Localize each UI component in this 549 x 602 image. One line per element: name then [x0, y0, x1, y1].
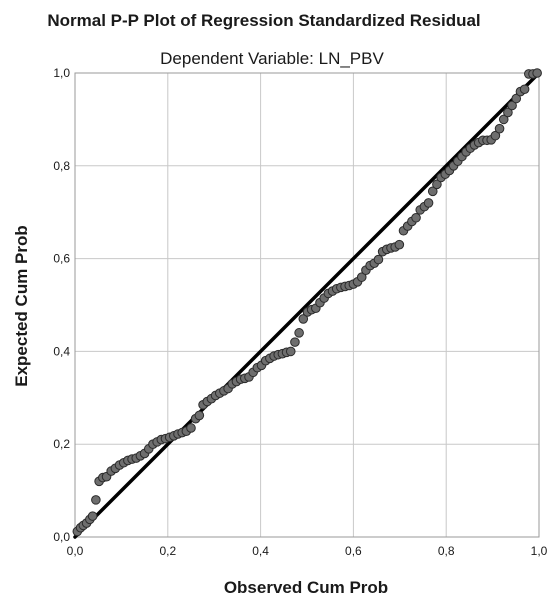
- data-point: [298, 314, 309, 324]
- data-point: [394, 239, 405, 250]
- axis-ticks: 0,0 0,2 0,4 0,6 0,8 1,0 0,0 0,2 0,4 0,6 0,8 1,0: [53, 66, 547, 558]
- data-point: [290, 337, 300, 347]
- data-point: [285, 346, 296, 357]
- data-point: [427, 186, 438, 197]
- data-points: [72, 68, 542, 537]
- data-point: [432, 179, 442, 190]
- y-tick-label: 0,4: [53, 344, 70, 358]
- y-tick-label: 0,0: [53, 530, 70, 544]
- data-point: [490, 130, 501, 141]
- data-point: [87, 511, 98, 521]
- y-axis-label: Expected Cum Prob: [12, 225, 31, 387]
- x-tick-label: 0,0: [67, 544, 84, 558]
- y-tick-label: 0,6: [53, 252, 70, 266]
- data-point: [532, 68, 542, 78]
- y-tick-label: 0,8: [53, 159, 70, 173]
- x-tick-label: 0,2: [159, 544, 176, 558]
- data-point: [503, 107, 513, 118]
- data-point: [423, 198, 434, 208]
- x-axis-label: Observed Cum Prob: [224, 578, 388, 597]
- plot-area-frame: [74, 72, 540, 538]
- y-tick-label: 0,2: [53, 437, 70, 451]
- data-point: [498, 114, 509, 125]
- data-point: [411, 212, 421, 223]
- chart-title: Normal P-P Plot of Regression Standardiz…: [47, 11, 480, 30]
- chart-subtitle: Dependent Variable: LN_PBV: [160, 49, 384, 68]
- data-point: [356, 272, 367, 282]
- x-tick-label: 1,0: [531, 544, 548, 558]
- data-point: [186, 423, 196, 433]
- data-point: [511, 93, 522, 104]
- data-point: [519, 84, 530, 95]
- data-point: [194, 410, 205, 421]
- x-tick-label: 0,8: [438, 544, 455, 558]
- data-point: [91, 495, 101, 505]
- data-point: [373, 254, 384, 265]
- x-tick-label: 0,4: [252, 544, 269, 558]
- data-point: [294, 328, 304, 338]
- y-tick-label: 1,0: [53, 66, 70, 80]
- x-tick-label: 0,6: [345, 544, 362, 558]
- data-point: [507, 100, 517, 111]
- data-point: [494, 123, 505, 134]
